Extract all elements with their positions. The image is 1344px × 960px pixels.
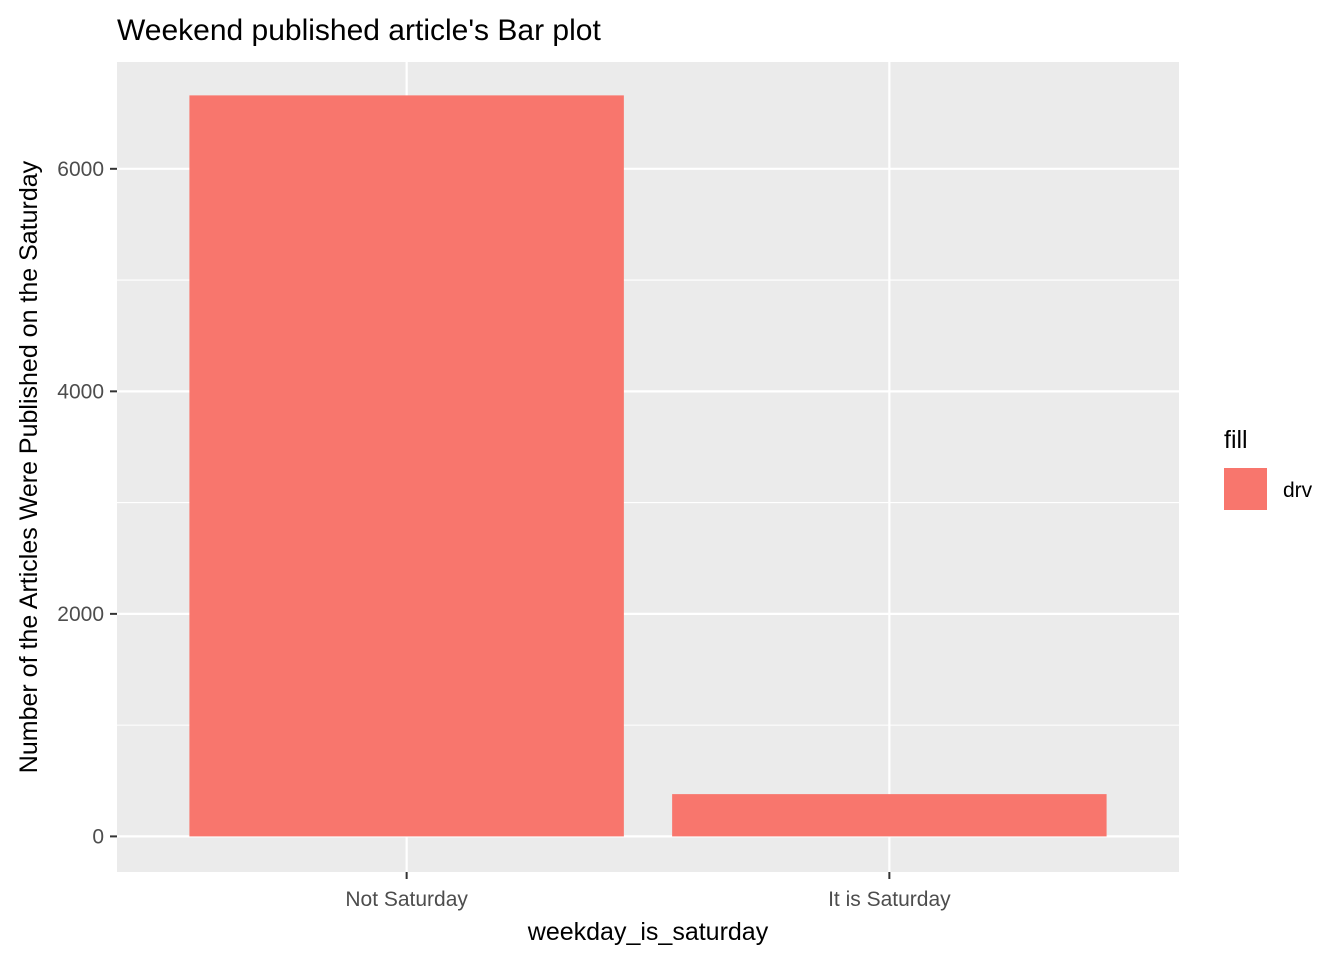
y-tick-label: 0 <box>92 825 104 848</box>
bar-it-is-saturday <box>672 794 1107 837</box>
legend: fill drv <box>1224 426 1313 510</box>
bar-not-saturday <box>189 95 624 837</box>
y-axis-title: Number of the Articles Were Published on… <box>15 160 43 773</box>
x-axis: Not Saturday It is Saturday <box>345 872 951 911</box>
x-axis-title: weekday_is_saturday <box>527 918 769 946</box>
y-tick-label: 4000 <box>57 380 104 403</box>
x-tick-label: Not Saturday <box>345 888 468 911</box>
legend-label-drv: drv <box>1283 479 1313 502</box>
y-tick-label: 2000 <box>57 603 104 626</box>
legend-title: fill <box>1224 426 1248 454</box>
y-tick-label: 6000 <box>57 158 104 181</box>
chart-title: Weekend published article's Bar plot <box>117 14 601 47</box>
y-axis: 0 2000 4000 6000 <box>57 158 117 848</box>
bars <box>189 95 1107 837</box>
x-tick-label: It is Saturday <box>828 888 951 911</box>
legend-key-drv <box>1224 468 1267 510</box>
